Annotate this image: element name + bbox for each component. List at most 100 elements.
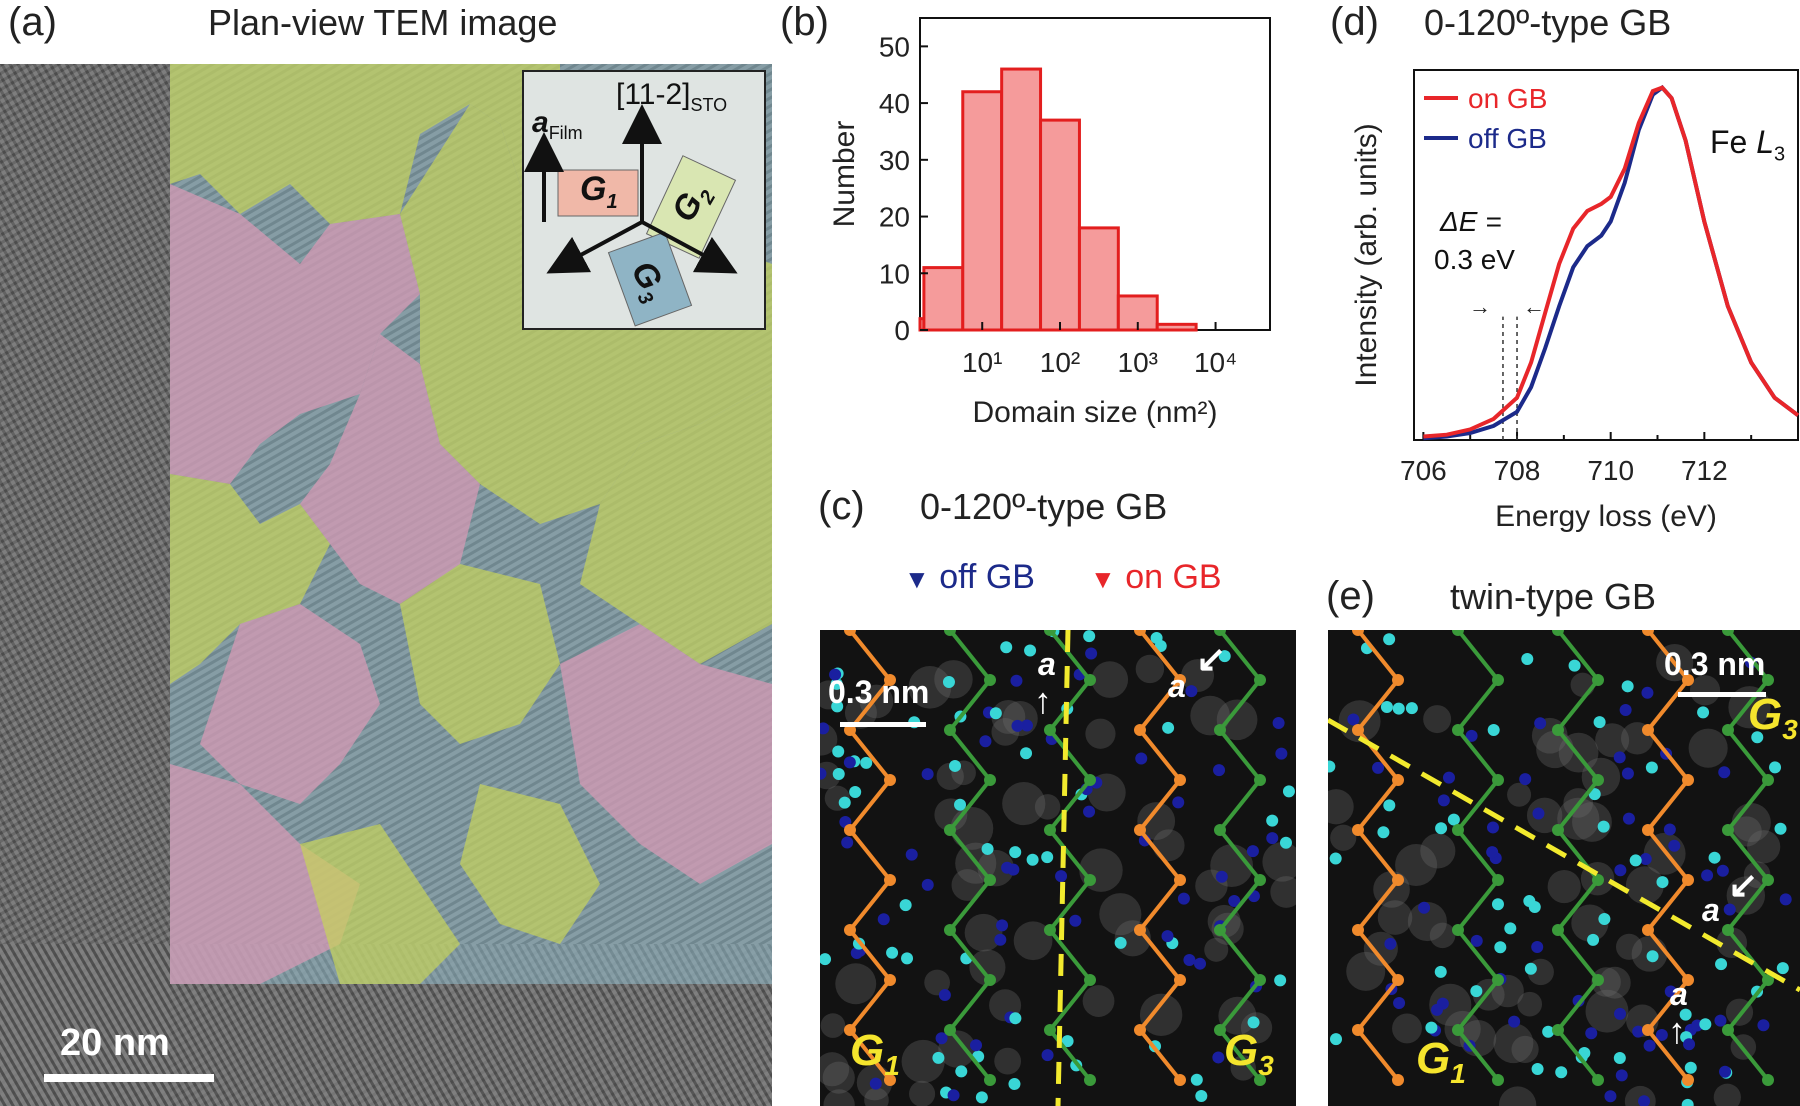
histogram-bar [922, 266, 965, 332]
cyan-atom [1383, 633, 1396, 646]
chain-atom [844, 630, 856, 636]
atomic-chain [1217, 630, 1263, 1082]
a-label-e-1: a [1702, 892, 1720, 928]
delta-e-label: ΔE = [1440, 206, 1502, 237]
cyan-atom [981, 842, 994, 855]
cyan-atom [949, 759, 962, 772]
chain-atom [984, 674, 996, 686]
on-gb-triangle-icon: ▼ [1090, 564, 1116, 594]
chain-atom [1254, 774, 1266, 786]
panel-e-title: twin-type GB [1450, 576, 1657, 617]
panel-d-title: 0-120º-type GB [1424, 2, 1672, 43]
blue-atom [1757, 1019, 1770, 1032]
chain-atom [1452, 824, 1464, 836]
bright-spot [1330, 824, 1357, 851]
histogram-bar [961, 90, 1004, 332]
bright-spot [901, 1039, 945, 1084]
chain-atom [1642, 924, 1654, 936]
cyan-atom [1000, 641, 1013, 654]
x-axis-label: Energy loss (eV) [1495, 500, 1717, 533]
domain-overlay [170, 64, 772, 984]
cyan-atom [1282, 785, 1295, 798]
chain-atom [1352, 724, 1364, 736]
bright-spot [1598, 966, 1631, 999]
blue-atom [1615, 1069, 1628, 1082]
bright-spot [1135, 654, 1165, 684]
blue-atom [938, 989, 951, 1002]
chain-atom [1592, 1074, 1604, 1086]
blue-atom [1465, 729, 1478, 742]
cyan-atom [1769, 761, 1782, 774]
chain-atom [884, 674, 896, 686]
panel-c-title: 0-120º-type GB [920, 486, 1168, 527]
chain-atom [1084, 774, 1096, 786]
bright-spot [1420, 833, 1456, 869]
chain-atom [1552, 724, 1564, 736]
chain-atom [1492, 674, 1504, 686]
chain-atom [1174, 674, 1186, 686]
chain-atom [1762, 874, 1774, 886]
chain-atom [944, 1024, 956, 1036]
bright-spot [1085, 718, 1116, 749]
cyan-atom [1009, 846, 1022, 859]
bright-spot [1731, 816, 1762, 847]
stem-image-c: 0.3 nm a ↑ a ↙ G1 G3 [820, 630, 1296, 1106]
cyan-atom [1774, 822, 1787, 835]
x-tick-label: 708 [1494, 455, 1541, 486]
chain-atom [944, 630, 956, 636]
cyan-atom [1377, 826, 1390, 839]
bright-spot [1616, 933, 1643, 960]
chain-atom [1762, 1074, 1774, 1086]
chain-atom [1134, 924, 1146, 936]
chain-atom [1552, 924, 1564, 936]
bright-spot [1139, 993, 1183, 1036]
cyan-atom [1114, 936, 1127, 949]
atomic-chain [1355, 630, 1401, 1082]
chain-atom [1452, 630, 1464, 636]
bright-spot [1688, 728, 1728, 768]
cyan-atom [1274, 974, 1287, 987]
chain-atom [1134, 630, 1146, 636]
blue-atom [829, 668, 842, 681]
chain-atom [1682, 774, 1694, 786]
blue-atom [935, 1032, 948, 1045]
cyan-atom [1470, 985, 1483, 998]
x-tick-label: 10¹ [962, 347, 1002, 378]
bright-spot [1407, 901, 1447, 942]
blue-atom [1619, 703, 1632, 716]
cyan-atom [1279, 836, 1292, 849]
cyan-atom [1751, 731, 1764, 744]
bright-spot [1557, 797, 1600, 840]
chain-atom [1722, 724, 1734, 736]
bright-spot [864, 1087, 889, 1106]
bright-spot [820, 761, 841, 790]
panel-e-label: (e) [1326, 574, 1375, 618]
cyan-atom [832, 745, 845, 758]
chain-atom [884, 1074, 896, 1086]
blue-atom [1393, 997, 1406, 1010]
blue-atom [1437, 794, 1450, 807]
atomic-chain [1047, 630, 1093, 1082]
bright-spot [1013, 921, 1053, 961]
cyan-atom [1405, 702, 1418, 715]
chain-atom [1642, 1024, 1654, 1036]
blue-atom [820, 722, 830, 735]
cyan-atom [1083, 630, 1096, 643]
chain-atom [844, 724, 856, 736]
blue-atom [1430, 1003, 1443, 1016]
bright-spot [1423, 705, 1452, 734]
y-tick-label: 20 [879, 202, 910, 233]
blue-atom [947, 1089, 960, 1102]
tem-scale-bar [44, 1074, 214, 1082]
chain-atom [1392, 1074, 1404, 1086]
blue-atom [1372, 761, 1385, 774]
chain-atom [984, 1074, 996, 1086]
bright-spot [820, 1013, 846, 1038]
bright-spot [1595, 723, 1630, 758]
blue-atom [1701, 869, 1714, 882]
chain-atom [1174, 774, 1186, 786]
cyan-atom [1679, 1008, 1692, 1021]
histogram-bar [1155, 322, 1198, 332]
blue-atom [1001, 861, 1014, 874]
histogram-bar [1116, 294, 1159, 332]
